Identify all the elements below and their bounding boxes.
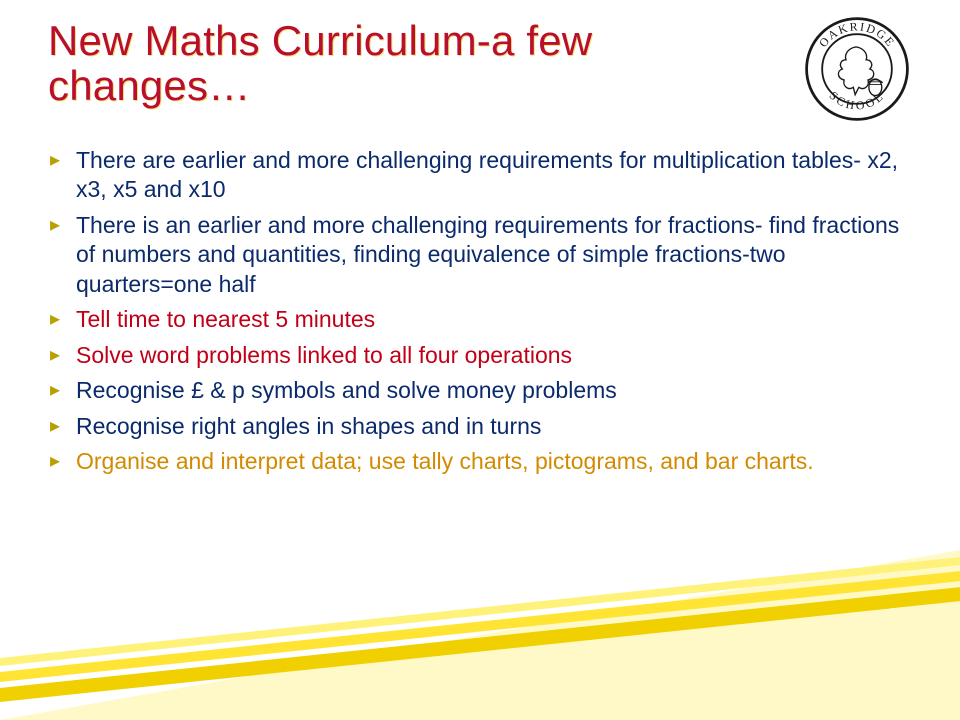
decor-bar-3 bbox=[0, 587, 960, 702]
bullet-text: Recognise right angles in shapes and in … bbox=[76, 413, 541, 439]
decor-bar-1 bbox=[0, 557, 960, 666]
bullet-item: Recognise right angles in shapes and in … bbox=[48, 412, 912, 441]
decor-bar-2 bbox=[0, 571, 960, 682]
decor-triangle bbox=[0, 550, 960, 720]
bullet-item: Solve word problems linked to all four o… bbox=[48, 341, 912, 370]
bullet-item: Organise and interpret data; use tally c… bbox=[48, 447, 912, 476]
bullet-item: There is an earlier and more challenging… bbox=[48, 211, 912, 299]
bullet-item: Tell time to nearest 5 minutes bbox=[48, 305, 912, 334]
bullet-text: Solve word problems linked to all four o… bbox=[76, 342, 572, 368]
slide-title: New Maths Curriculum-a few changes… bbox=[48, 18, 790, 109]
bullet-list: There are earlier and more challenging r… bbox=[48, 146, 912, 476]
slide: New Maths Curriculum-a few changes… OAKR… bbox=[0, 0, 960, 522]
title-row: New Maths Curriculum-a few changes… OAKR… bbox=[48, 18, 912, 124]
school-logo-icon: OAKRIDGE SCHOOL bbox=[802, 14, 912, 124]
bullet-text: Tell time to nearest 5 minutes bbox=[76, 306, 375, 332]
bullet-text: Organise and interpret data; use tally c… bbox=[76, 448, 814, 474]
bullet-text: There are earlier and more challenging r… bbox=[76, 147, 898, 202]
slide-decor bbox=[0, 520, 960, 720]
bullet-item: There are earlier and more challenging r… bbox=[48, 146, 912, 205]
bullet-text: There is an earlier and more challenging… bbox=[76, 212, 899, 297]
bullet-item: Recognise £ & p symbols and solve money … bbox=[48, 376, 912, 405]
bullet-text: Recognise £ & p symbols and solve money … bbox=[76, 377, 617, 403]
